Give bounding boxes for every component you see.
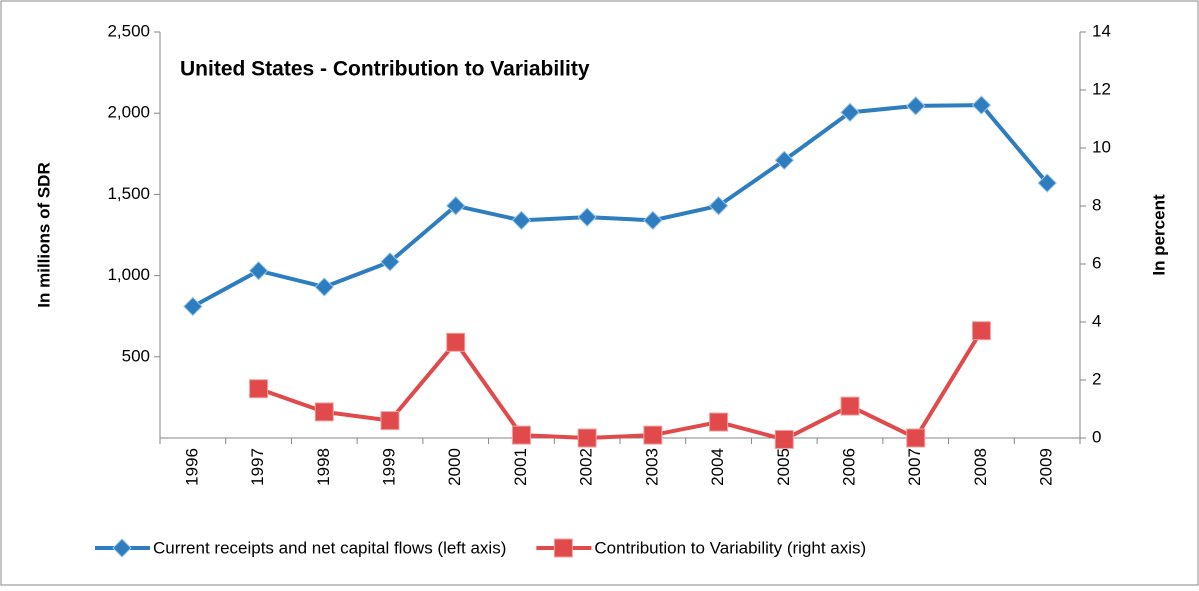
point [709,412,729,432]
y2-tick-label: 6 [1092,253,1101,272]
y-tick-label: 2,000 [107,103,150,122]
y2-tick-label: 14 [1092,21,1111,40]
y-axis-label: In millions of SDR [34,162,53,307]
point [971,321,991,341]
y-tick-label: 1,500 [107,184,150,203]
point [314,277,334,297]
y-tick-label: 2,500 [107,21,150,40]
x-tick-label: 2009 [1037,448,1056,486]
point [774,150,794,171]
legend-marker [112,538,132,558]
point [511,425,531,445]
point [643,210,663,231]
point [380,252,400,272]
point [840,396,860,416]
point [380,411,400,431]
y-tick-label: 1,000 [107,265,150,284]
point [1037,173,1057,193]
y2-tick-label: 4 [1092,311,1101,330]
point [183,296,203,317]
x-tick-label: 2008 [971,448,990,486]
point [971,95,992,115]
point [249,379,269,399]
x-tick-label: 2001 [511,448,530,486]
x-tick-label: 1997 [248,448,267,486]
point [840,102,860,123]
point [774,429,794,449]
y2-tick-label: 8 [1092,195,1101,214]
x-tick-label: 2004 [708,448,727,486]
point [446,332,466,352]
y2-tick-label: 12 [1092,79,1111,98]
chart-title: United States - Contribution to Variabil… [180,58,590,81]
x-tick-label: 2003 [642,448,661,486]
point [906,96,926,116]
legend-label: Current receipts and net capital flows (… [153,538,506,557]
x-tick-label: 1999 [379,448,398,486]
point [314,402,334,422]
x-tick-label: 2000 [445,448,464,486]
point [708,196,729,216]
series-line [257,329,984,442]
x-tick-label: 1996 [182,448,201,486]
x-tick-label: 2007 [905,448,924,486]
point [511,210,532,231]
legend-label: Contribution to Variability (right axis) [594,538,866,557]
point [643,425,663,445]
y2-tick-label: 10 [1092,137,1111,156]
y2-axis-label: In percent [1149,194,1168,276]
point [577,207,597,227]
x-tick-label: 2002 [577,448,596,486]
y2-tick-label: 0 [1092,427,1101,446]
x-tick-label: 1998 [314,448,333,486]
x-tick-label: 2006 [839,448,858,486]
y-tick-label: 500 [122,346,150,365]
point [446,196,466,216]
y2-tick-label: 2 [1092,369,1101,388]
point [248,261,269,281]
legend-marker [553,538,573,558]
point [906,428,926,448]
x-tick-label: 2005 [774,448,793,486]
point [577,428,597,448]
series-line [191,103,1049,309]
